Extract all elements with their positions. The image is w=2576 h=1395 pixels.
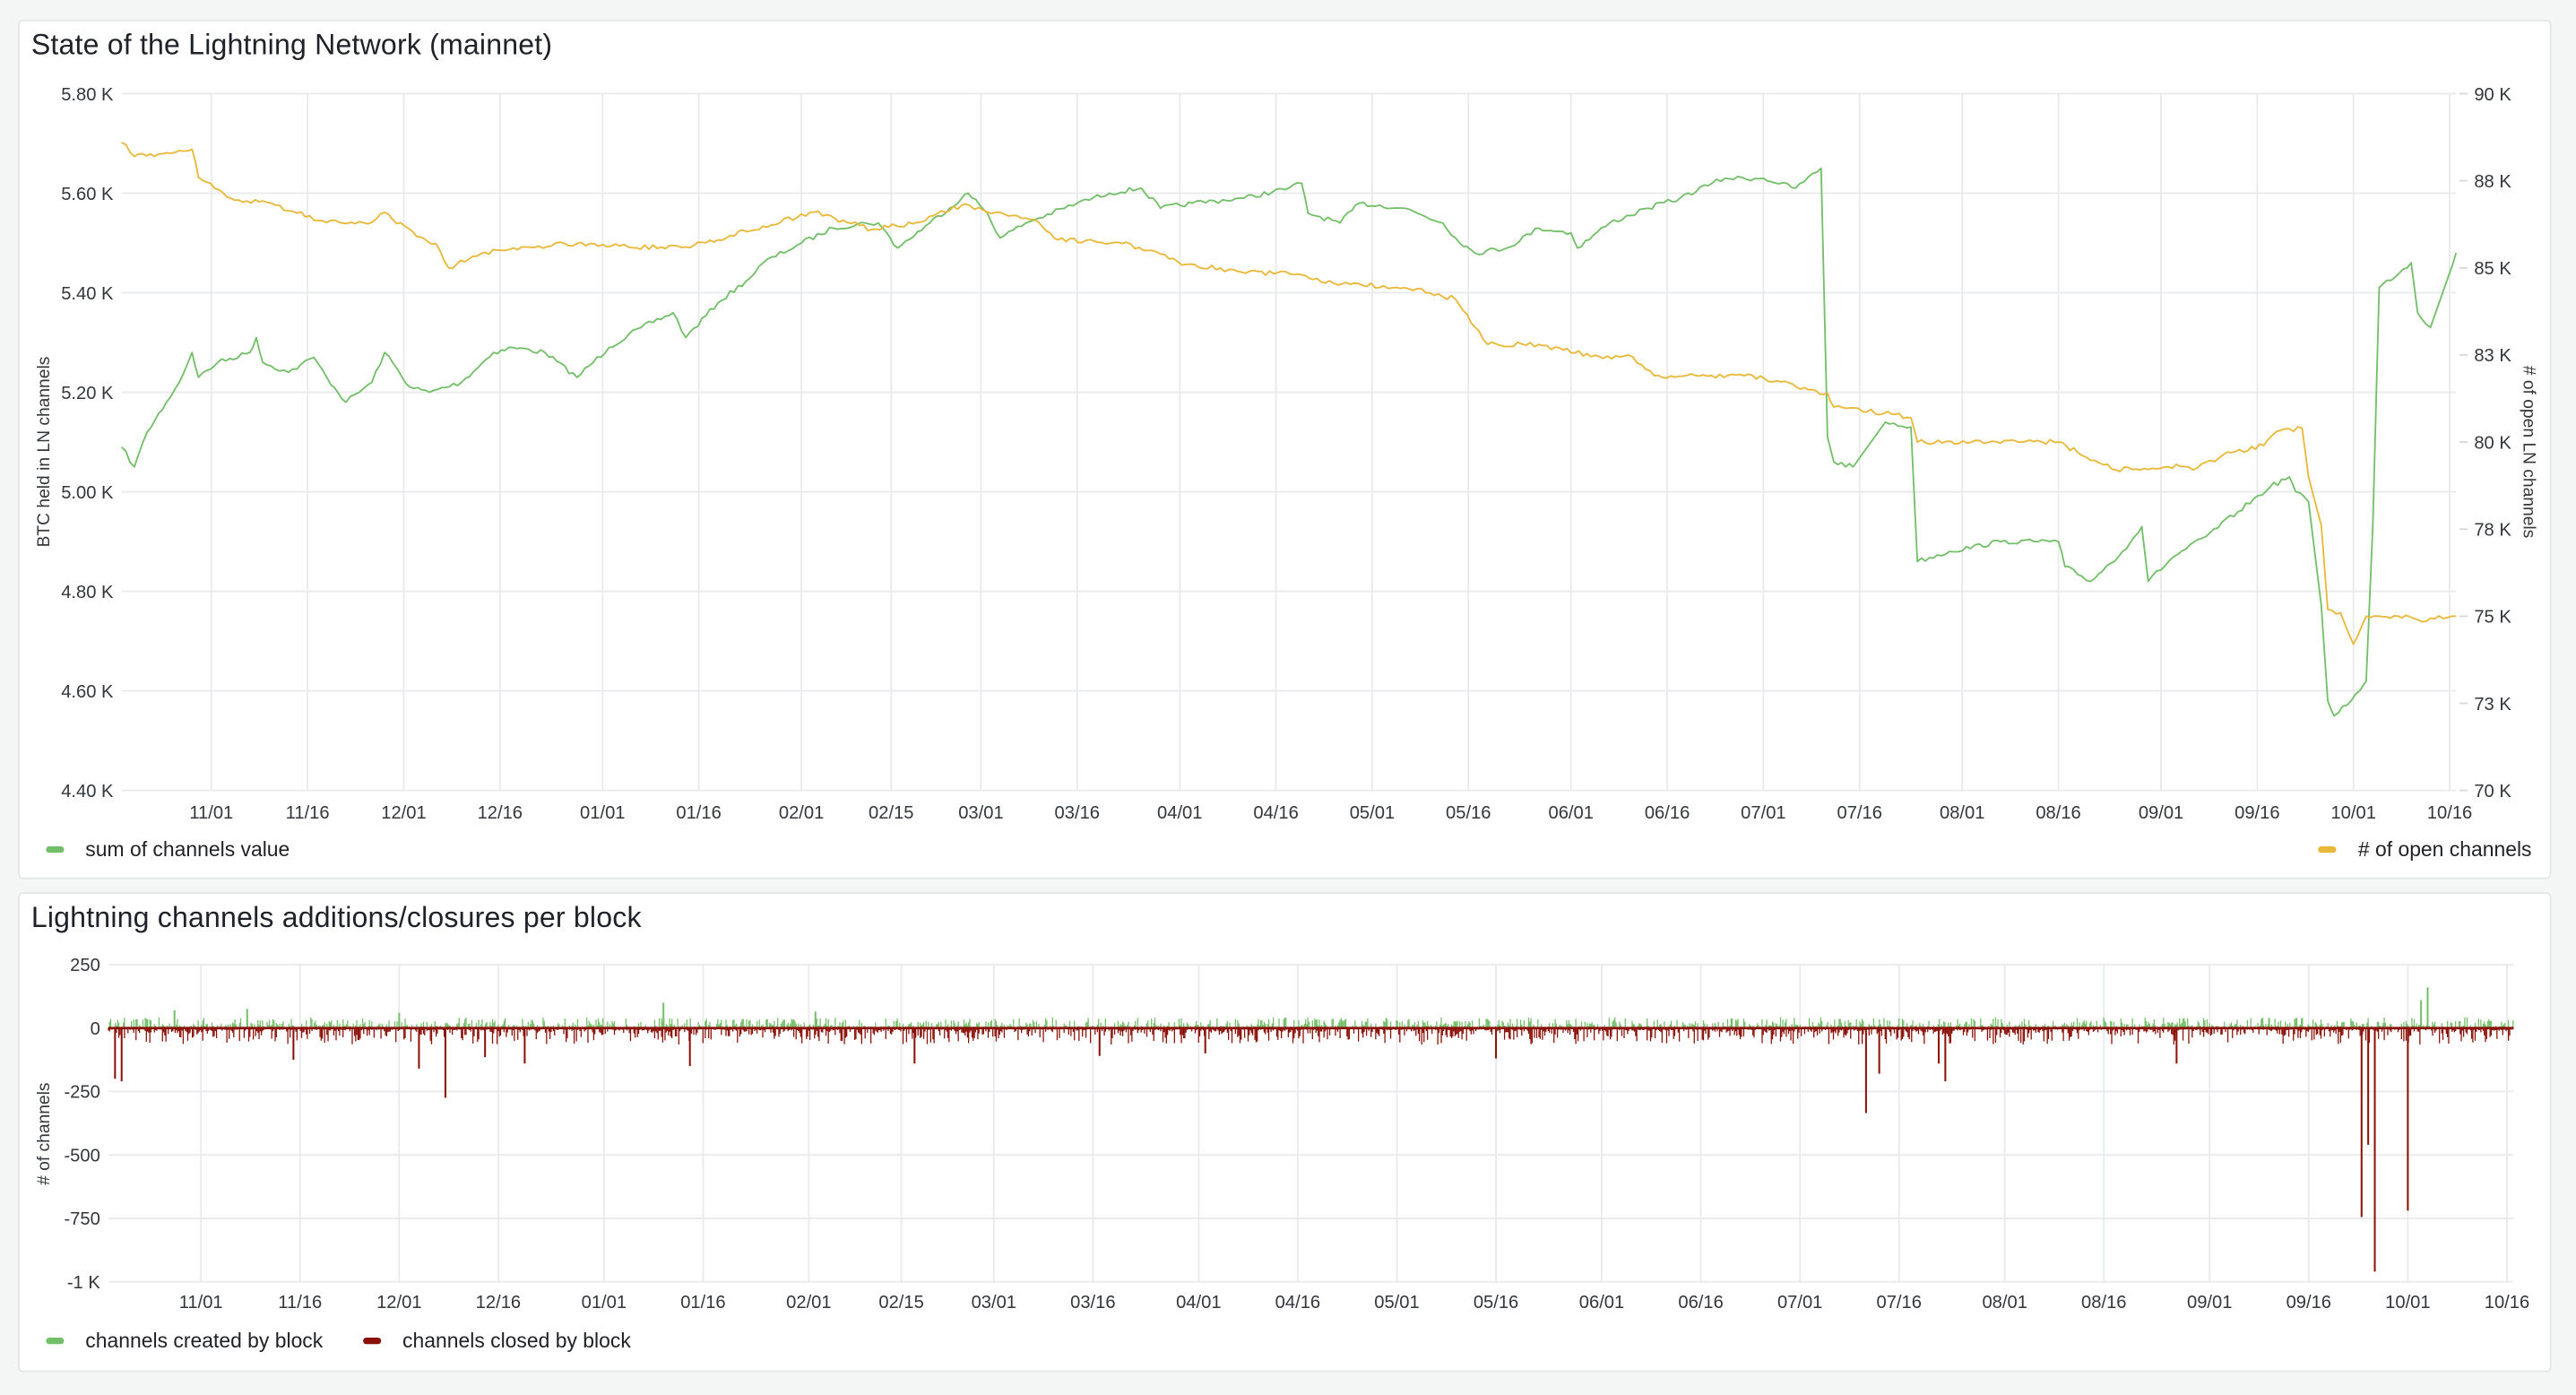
y-left-tick-label: 4.80 K — [61, 583, 114, 602]
y-right-tick-label: 80 K — [2474, 433, 2511, 453]
x-tick-label: 07/16 — [1837, 803, 1882, 823]
x-tick-label: 11/16 — [278, 1293, 322, 1313]
btc-value-line — [120, 167, 2458, 717]
legend-item-channels[interactable]: # of open channels — [2318, 837, 2532, 862]
x-tick-label: 05/16 — [1446, 803, 1491, 823]
x-tick-label: 06/01 — [1579, 1293, 1624, 1313]
x-tick-label: 09/01 — [2139, 803, 2183, 823]
x-tick-label: 02/15 — [869, 803, 913, 823]
x-tick-label: 07/01 — [1777, 1293, 1822, 1313]
legend-item-btc[interactable]: sum of channels value — [46, 837, 290, 862]
y-right-tick-label: 90 K — [2474, 85, 2511, 105]
y-left-tick-label: 5.00 K — [61, 483, 114, 503]
legend-swatch — [46, 845, 65, 853]
y-left-tick-label: 4.60 K — [61, 682, 114, 702]
y-left-tick-label: 5.20 K — [61, 384, 114, 403]
panel-title: Lightning channels additions/closures pe… — [30, 900, 642, 934]
legend-label: sum of channels value — [85, 837, 290, 862]
x-tick-label: 04/01 — [1157, 803, 1202, 823]
x-tick-label: 03/01 — [972, 1293, 1016, 1313]
x-tick-label: 03/01 — [958, 803, 1003, 823]
x-tick-label: 05/16 — [1474, 1293, 1518, 1313]
x-tick-label: 09/16 — [2235, 803, 2279, 823]
open-channels-line — [121, 142, 2457, 646]
x-tick-label: 04/16 — [1253, 803, 1298, 823]
y-tick-label: -1 K — [67, 1273, 101, 1293]
y-left-tick-label: 5.40 K — [61, 284, 114, 304]
x-tick-label: 01/16 — [676, 803, 721, 823]
y-right-tick-label: 70 K — [2474, 782, 2511, 801]
x-tick-label: 10/16 — [2485, 1293, 2529, 1313]
x-tick-label: 08/16 — [2036, 803, 2080, 823]
x-tick-label: 02/01 — [786, 1293, 831, 1313]
x-tick-label: 12/01 — [376, 1293, 421, 1313]
x-tick-label: 12/16 — [478, 803, 523, 823]
y-tick-label: -250 — [64, 1083, 99, 1103]
y-left-axis-title: BTC held in LN channels — [35, 357, 54, 548]
y-right-tick-label: 78 K — [2474, 521, 2511, 541]
x-tick-label: 11/16 — [286, 803, 330, 823]
y-left-tick-label: 4.40 K — [61, 782, 114, 801]
y-right-axis-title: # of open LN channels — [2519, 366, 2537, 539]
x-tick-label: 08/01 — [1982, 1293, 2027, 1313]
legend-item-created[interactable]: channels created by block — [46, 1329, 324, 1353]
legend-item-closed[interactable]: channels closed by block — [363, 1329, 631, 1353]
panel-channel-changes: Lightning channels additions/closures pe… — [18, 892, 2552, 1373]
x-tick-label: 01/01 — [582, 1293, 627, 1313]
x-tick-label: 06/01 — [1549, 803, 1594, 823]
x-tick-label: 07/01 — [1741, 803, 1785, 823]
legend-swatch — [2318, 845, 2338, 853]
y-tick-label: 250 — [70, 956, 100, 975]
legend-label: # of open channels — [2357, 837, 2532, 862]
y-right-tick-label: 85 K — [2474, 259, 2511, 279]
x-tick-label: 10/16 — [2427, 803, 2472, 823]
x-tick-label: 08/01 — [1940, 803, 1984, 823]
x-tick-label: 04/01 — [1176, 1293, 1221, 1313]
y-left-tick-label: 5.60 K — [61, 185, 114, 204]
panel-title: State of the Lightning Network (mainnet) — [30, 28, 553, 61]
x-tick-label: 02/15 — [878, 1293, 923, 1313]
x-tick-label: 03/16 — [1055, 803, 1100, 823]
y-tick-label: -750 — [64, 1209, 99, 1229]
x-tick-label: 06/16 — [1645, 803, 1690, 823]
x-tick-label: 11/01 — [189, 803, 233, 823]
legend-label: channels closed by block — [402, 1329, 631, 1353]
x-tick-label: 12/16 — [476, 1293, 521, 1313]
y-right-tick-label: 83 K — [2474, 346, 2511, 366]
legend-label: channels created by block — [85, 1329, 324, 1353]
x-tick-label: 06/16 — [1678, 1293, 1723, 1313]
y-axis-title: # of channels — [35, 1082, 54, 1184]
x-tick-label: 11/01 — [179, 1293, 223, 1313]
x-tick-label: 12/01 — [381, 803, 426, 823]
legend-swatch — [363, 1337, 382, 1345]
y-left-tick-label: 5.80 K — [61, 85, 114, 105]
x-tick-label: 09/01 — [2187, 1293, 2232, 1313]
legend-swatch — [46, 1337, 65, 1345]
y-tick-label: 0 — [91, 1019, 100, 1039]
x-tick-label: 08/16 — [2081, 1293, 2126, 1313]
x-tick-label: 04/16 — [1275, 1293, 1320, 1313]
x-tick-label: 10/01 — [2330, 803, 2375, 823]
x-tick-label: 07/16 — [1877, 1293, 1922, 1313]
x-tick-label: 09/16 — [2286, 1293, 2331, 1313]
y-right-tick-label: 88 K — [2474, 172, 2511, 192]
y-right-tick-label: 73 K — [2474, 695, 2511, 715]
x-tick-label: 02/01 — [779, 803, 824, 823]
x-tick-label: 05/01 — [1374, 1293, 1419, 1313]
x-tick-label: 01/01 — [580, 803, 625, 823]
panel-network-state: State of the Lightning Network (mainnet) — [18, 19, 2552, 879]
y-tick-label: -500 — [64, 1146, 99, 1165]
y-right-tick-label: 75 K — [2474, 608, 2511, 628]
x-tick-label: 10/01 — [2385, 1293, 2430, 1313]
network-state-chart: 5.80 K 5.60 K 5.40 K 5.20 K 5.00 K 4.80 K 4.60… — [35, 85, 2537, 823]
x-tick-label: 03/16 — [1070, 1293, 1115, 1313]
x-tick-label: 01/16 — [680, 1293, 725, 1313]
x-tick-label: 05/01 — [1350, 803, 1395, 823]
